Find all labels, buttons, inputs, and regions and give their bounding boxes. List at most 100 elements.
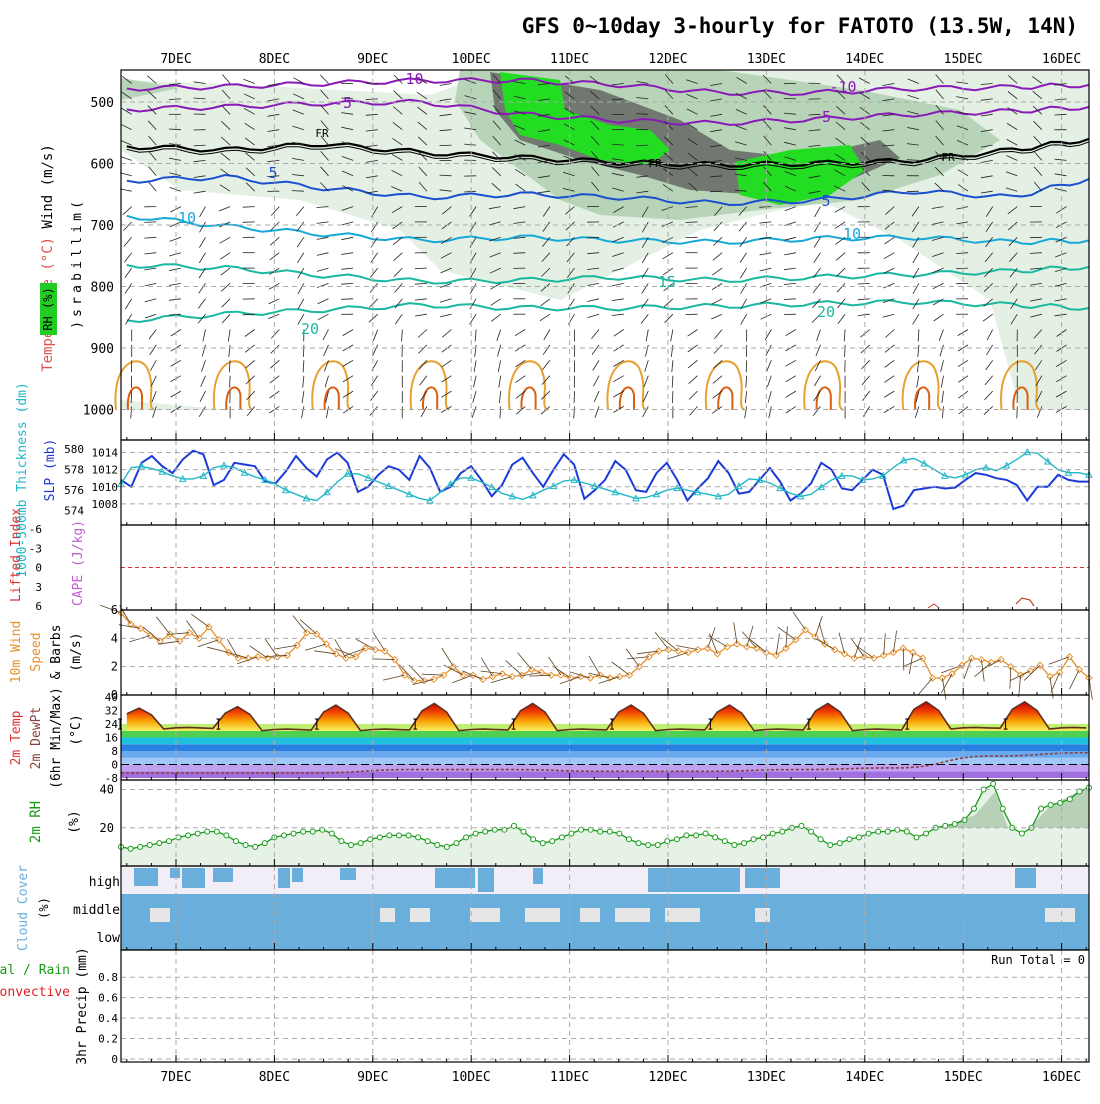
cloud-mid-gap [380,908,395,922]
wind-barb [760,268,772,271]
cloud-mid-gap [470,908,500,922]
wind-barb [440,84,452,86]
wind-barb [885,360,895,367]
wind-barb [740,253,747,263]
wind-barb [986,360,993,370]
y-tick-label: 700 [91,219,114,234]
wind-barb [940,345,944,357]
upper-ylabel2-char: m [70,213,85,221]
wind-barb-10m [655,632,668,649]
wind-barb-10m [793,612,806,630]
cloud-level-label: low [97,931,121,946]
wind-barb-10m [265,639,278,657]
temp-tick-label: 0 [111,759,118,772]
wind-barb [985,391,993,400]
isotherm-label: FR [648,157,662,170]
rh-marker [732,842,737,847]
wind-barb [415,283,427,284]
wind-barb [786,376,796,382]
wind-barb-10m [776,634,779,656]
rh-marker [962,818,967,823]
rh-marker [655,842,660,847]
upper-ylabel2-char: i [70,261,85,269]
wind-barb [373,345,378,356]
wind-barb-10m [198,640,219,647]
rh-ylabel: 2m RH [28,801,44,843]
surface-isotherm [423,387,437,410]
wind-barb [587,299,599,302]
rh-marker [214,829,219,834]
wind-barb [838,314,845,324]
wind-barb [442,330,451,338]
wind-barb-10m [589,656,600,675]
wind-barb [222,299,231,307]
wind-barb [594,391,599,402]
wind-barb [913,314,919,324]
rh-marker [454,841,459,846]
upper-ylabel2-char: b [70,273,85,281]
x-tick-label-bottom: 11DEC [550,1070,589,1085]
upper-ylabel2-char: i [70,225,85,233]
wind-barb [713,360,722,368]
temp-color-band [121,758,1089,765]
isotherm-label: FR [315,127,329,140]
rh-marker [952,821,957,826]
wind-barb [169,268,181,271]
wind-barb [317,253,329,256]
rh-marker [559,835,564,840]
wind-barb [907,191,919,192]
wind-barb [746,360,747,372]
rh-marker [186,833,191,838]
wind-barb [885,345,894,353]
rh-marker [531,837,536,842]
wind-barb-10m [1070,670,1080,690]
wind-barb [739,222,747,231]
wind-barb-10m [506,660,522,675]
wind-barb [714,330,722,339]
wind-barb [688,330,698,337]
isotherm-label: -5 [334,94,352,112]
wind-barb [415,299,427,300]
temp-tick-label: 24 [105,718,119,731]
wind-barb-10m [422,674,444,675]
y-tick-label: 500 [91,96,114,111]
wind-barb [298,283,304,293]
wind-barb [858,299,870,300]
x-tick-label-bottom: 12DEC [648,1070,687,1085]
cloud-high-bar [478,868,494,892]
wind-barb [836,253,845,261]
wind-barb [784,253,796,255]
wind-barb-10m [1010,667,1011,689]
wind-barb [145,314,156,318]
wind-barb [784,268,796,270]
wind-barb [150,345,157,355]
rh-marker [464,835,469,840]
wind-barb [202,360,206,371]
wind-barb [745,391,746,403]
isotherm-label: -5 [813,108,831,126]
wind-barb [941,376,943,388]
cloud-high-bar [292,868,303,882]
temp-tick-label: 8 [111,745,118,758]
wind-barb [126,314,132,324]
rh-marker [339,839,344,844]
thickness-line [121,452,1089,500]
wind-barb [395,314,402,324]
rh-marker [243,842,248,847]
wind-barb [202,345,205,357]
wind-barb [123,207,132,215]
wind-barb [145,283,157,286]
wind-barb [642,283,649,293]
rh-marker [713,835,718,840]
upper-ylabel2-char: r [70,297,85,305]
wind-barb [200,391,206,402]
precip-ylabel-conv: Convective [0,985,70,1000]
surface-isotherm [521,387,535,410]
wind-barb [395,299,402,309]
wind-barb-10m [851,639,864,657]
wind-barb [200,207,206,217]
temp-color-band [121,731,1089,738]
wind-barb [918,330,919,342]
x-tick-label-bottom: 8DEC [259,1070,290,1085]
wind-barb [767,376,771,387]
